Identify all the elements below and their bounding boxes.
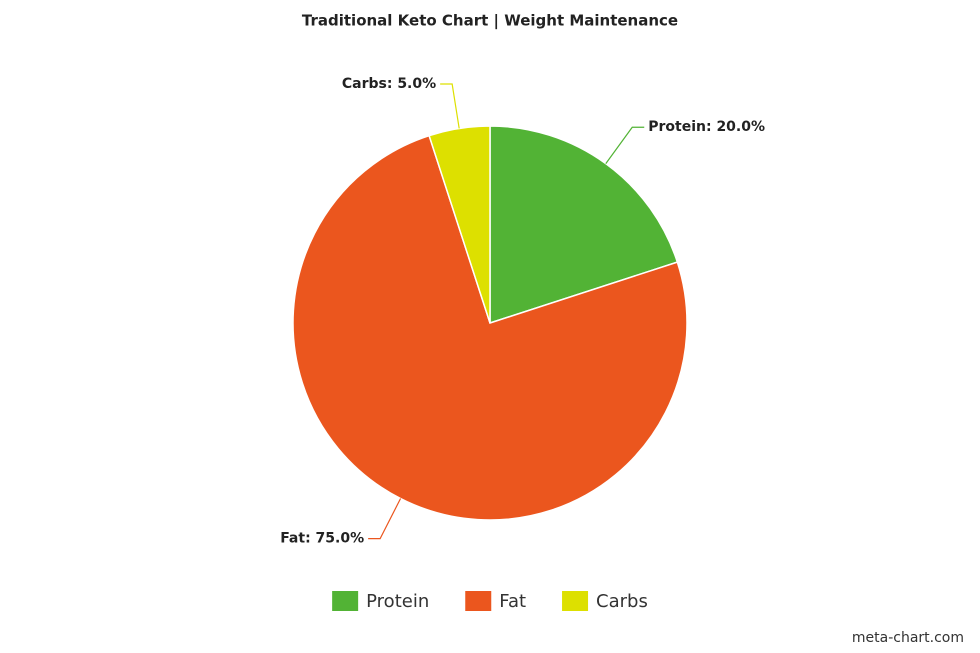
legend-text: Carbs [596,591,648,612]
label-connector [368,498,402,540]
data-label: Protein: 20.0% [648,119,765,135]
pie-slice [489,125,679,325]
label-connector [440,83,460,129]
pie-slice [428,125,491,324]
credit: meta-chart.com [852,630,964,646]
legend-text: Fat [499,591,526,612]
data-label: Fat: 75.0% [280,531,364,547]
data-label: Carbs: 5.0% [342,76,436,92]
legend-swatch [562,591,589,611]
legend-swatch [465,591,492,611]
label-connector [605,126,645,164]
legend-swatch [332,591,359,611]
legend-text: Protein [366,591,429,612]
chart-title: Traditional Keto Chart | Weight Maintena… [302,12,678,31]
